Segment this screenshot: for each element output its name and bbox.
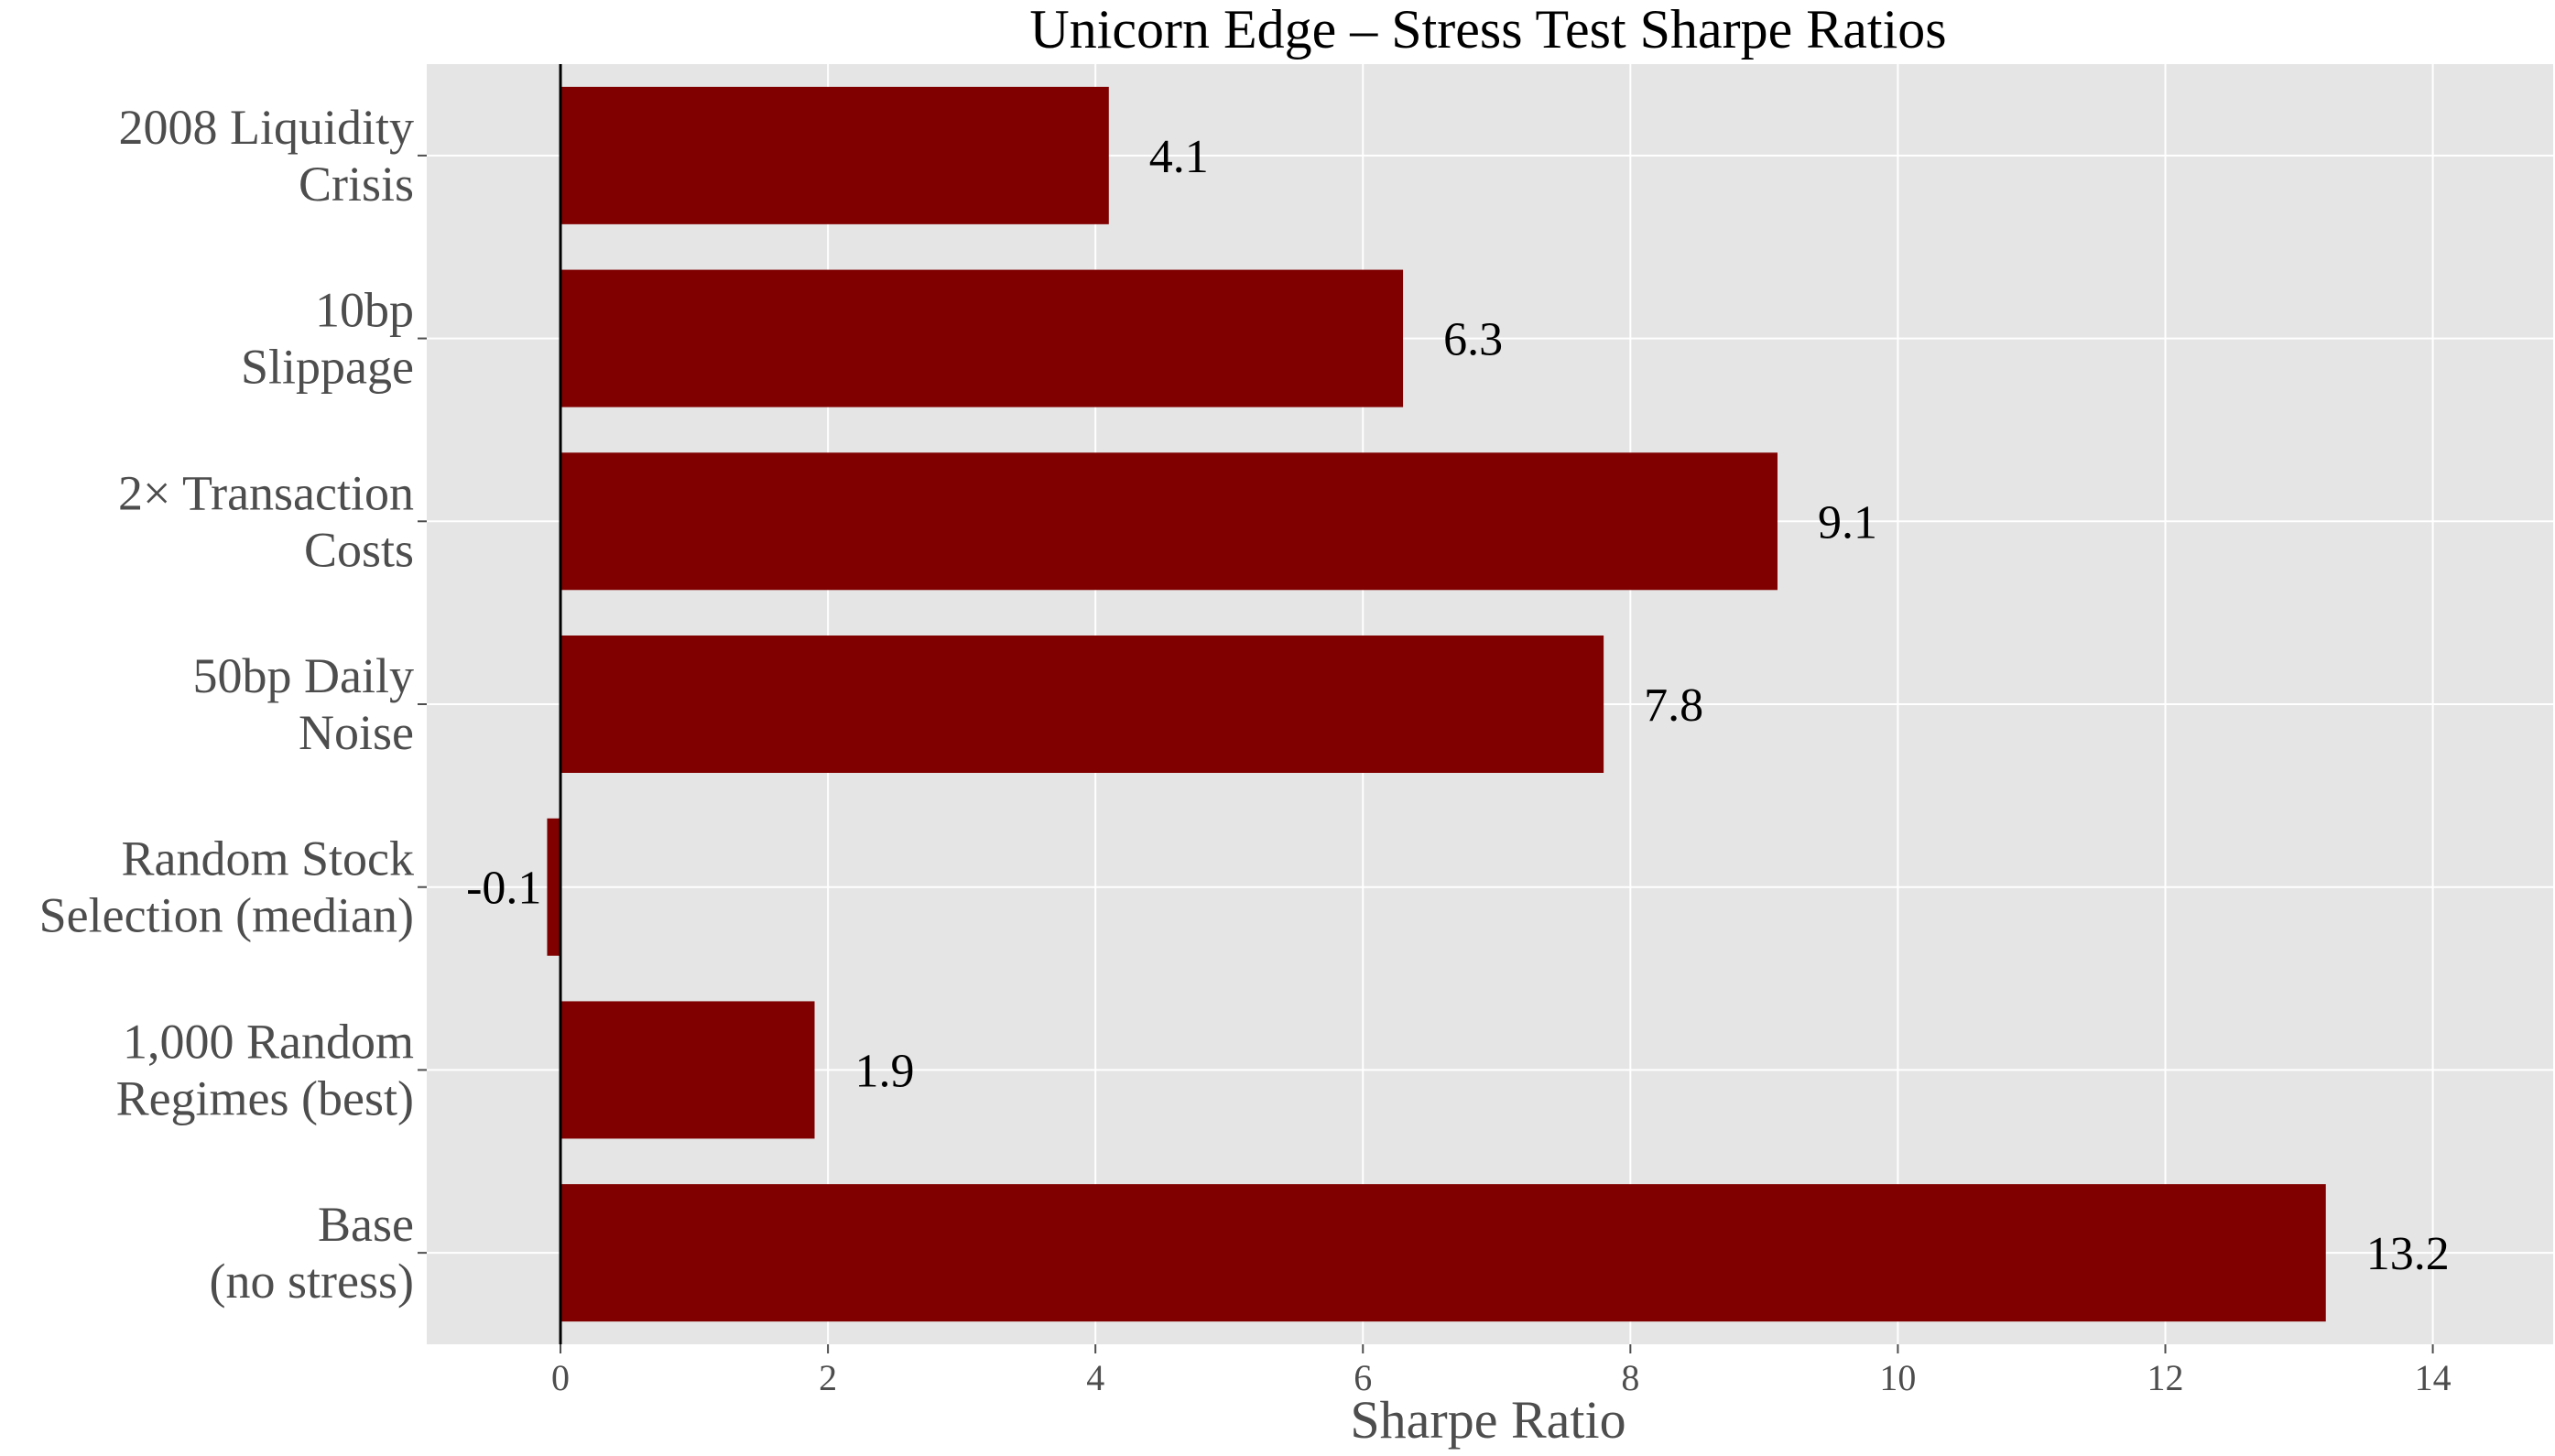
category-label-line: Slippage bbox=[241, 340, 414, 395]
x-axis-label: Sharpe Ratio bbox=[1350, 1390, 1625, 1450]
bar bbox=[560, 452, 1778, 591]
bar bbox=[560, 86, 1109, 224]
bar bbox=[560, 636, 1604, 773]
bar-value-label: 1.9 bbox=[855, 1045, 915, 1097]
x-tick-label: 2 bbox=[819, 1357, 837, 1398]
category-label: 10bp Slippage bbox=[241, 283, 414, 395]
category-label-line: Selection (median) bbox=[39, 888, 414, 943]
category-label-line: Random Stock bbox=[122, 831, 415, 886]
x-tick-label: 14 bbox=[2415, 1357, 2452, 1398]
category-label-line: 2008 Liquidity bbox=[119, 100, 415, 155]
x-tick-label: 6 bbox=[1354, 1357, 1372, 1398]
x-tick-label: 10 bbox=[1879, 1357, 1916, 1398]
bar-value-label: 7.8 bbox=[1644, 679, 1703, 732]
category-label: Base (no stress) bbox=[210, 1197, 414, 1309]
category-label-line: 10bp bbox=[315, 283, 414, 338]
bar bbox=[560, 1184, 2326, 1322]
category-label: 2× Transaction Costs bbox=[118, 465, 414, 577]
bar-value-label: 13.2 bbox=[2366, 1228, 2450, 1280]
category-label-line: Base bbox=[318, 1197, 414, 1252]
category-label-line: Crisis bbox=[299, 157, 414, 212]
category-label: 1,000 Random Regimes (best) bbox=[116, 1014, 414, 1125]
x-tick-label: 12 bbox=[2147, 1357, 2183, 1398]
category-label-line: Costs bbox=[304, 522, 414, 577]
bar bbox=[560, 1001, 815, 1139]
category-label-line: 1,000 Random bbox=[123, 1014, 414, 1069]
x-tick-label: 4 bbox=[1086, 1357, 1104, 1398]
category-label-line: Regimes (best) bbox=[116, 1070, 414, 1125]
x-tick-label: 0 bbox=[551, 1357, 570, 1398]
category-label-line: (no stress) bbox=[210, 1254, 414, 1309]
category-label: 2008 Liquidity Crisis bbox=[119, 100, 415, 212]
bar-value-label: 6.3 bbox=[1443, 314, 1503, 366]
category-label-line: Noise bbox=[299, 705, 414, 760]
bar bbox=[560, 269, 1404, 407]
bar-value-label: -0.1 bbox=[466, 863, 541, 915]
chart-title: Unicorn Edge – Stress Test Sharpe Ratios bbox=[1029, 0, 1946, 60]
x-tick-label: 8 bbox=[1621, 1357, 1639, 1398]
bar-value-label: 4.1 bbox=[1149, 131, 1209, 183]
bars-layer bbox=[547, 64, 2326, 1344]
category-label-line: 2× Transaction bbox=[118, 465, 414, 520]
bar bbox=[547, 818, 561, 956]
category-label: Random Stock Selection (median) bbox=[39, 831, 414, 943]
category-label: 50bp Daily Noise bbox=[193, 648, 414, 760]
bar-value-label: 9.1 bbox=[1818, 496, 1877, 549]
labels-layer: 0 2 4 6 8 10 12 14 4.1 2008 Liquidity Crisis 6.3 10b… bbox=[39, 100, 2452, 1398]
category-label-line: 50bp Daily bbox=[193, 648, 414, 703]
